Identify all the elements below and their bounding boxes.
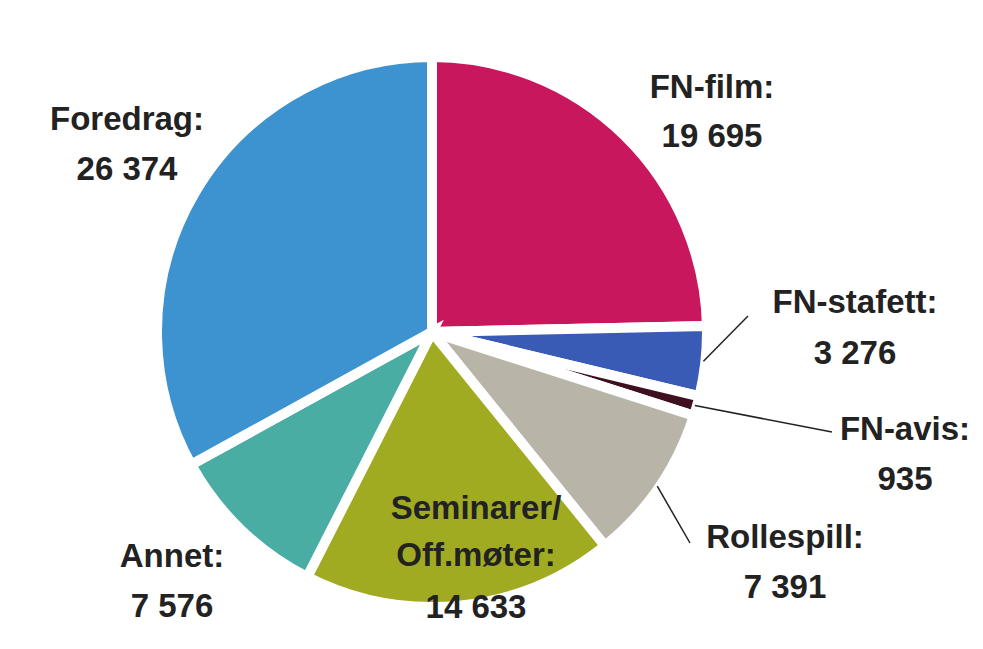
svg-text:FN-film:: FN-film: [650, 68, 775, 105]
svg-text:Off.møter:: Off.møter: [396, 536, 556, 573]
svg-text:Seminarer/: Seminarer/ [391, 489, 562, 526]
svg-text:14 633: 14 633 [426, 588, 527, 625]
svg-text:26 374: 26 374 [77, 150, 179, 187]
svg-text:FN-avis:: FN-avis: [840, 410, 970, 447]
svg-text:FN-stafett:: FN-stafett: [773, 283, 938, 320]
svg-text:19 695: 19 695 [662, 117, 763, 154]
svg-text:3 276: 3 276 [814, 334, 897, 371]
svg-text:7 391: 7 391 [744, 568, 827, 605]
svg-text:Foredrag:: Foredrag: [50, 100, 204, 137]
svg-text:935: 935 [877, 460, 932, 497]
svg-text:Annet:: Annet: [120, 537, 224, 574]
svg-text:7 576: 7 576 [131, 587, 214, 624]
svg-text:Rollespill:: Rollespill: [706, 518, 864, 555]
